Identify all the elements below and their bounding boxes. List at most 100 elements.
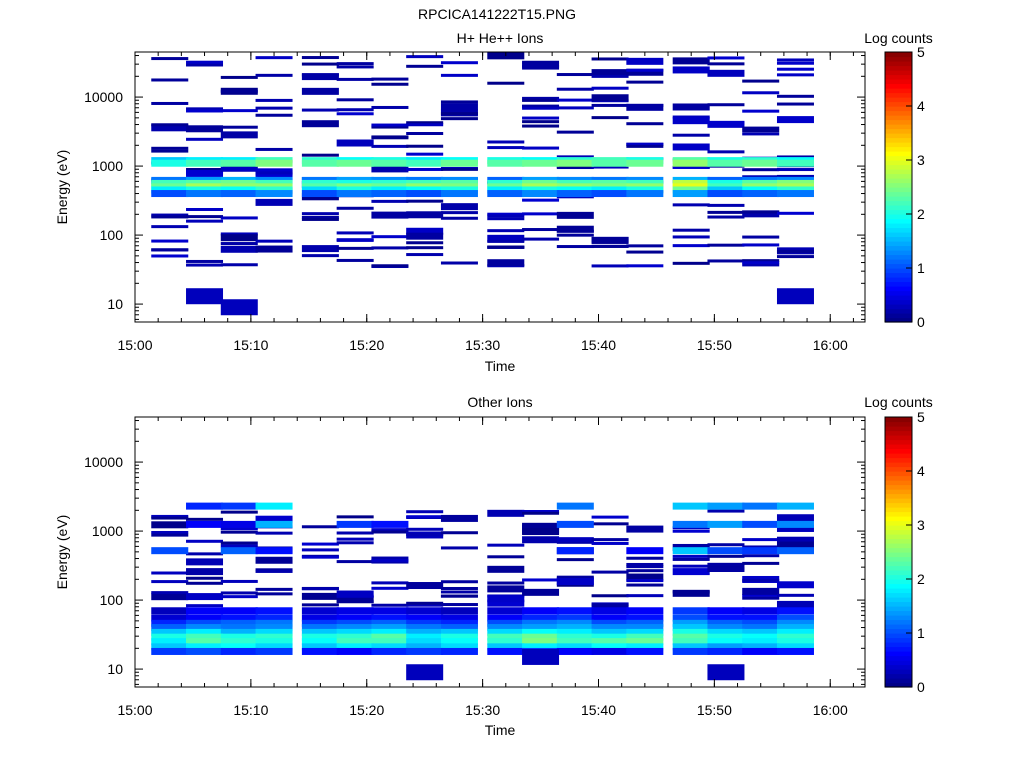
y-tick-label: 100 — [100, 227, 124, 243]
heatmap-cell — [522, 643, 560, 651]
heatmap-cell — [151, 149, 189, 153]
heatmap-cell — [776, 514, 814, 522]
heatmap-cell — [336, 600, 374, 604]
heatmap-cell — [301, 614, 339, 622]
colorbar-segment — [885, 254, 912, 260]
heatmap-cells — [151, 502, 814, 681]
heatmap-cell — [151, 124, 189, 132]
heatmap-cell — [406, 624, 444, 632]
heatmap-cell — [255, 159, 293, 167]
heatmap-cell — [776, 633, 814, 641]
colorbar-segment — [885, 426, 912, 432]
heatmap-cell — [406, 582, 444, 590]
heatmap-cell — [487, 643, 525, 651]
heatmap-cell — [406, 527, 444, 531]
heatmap-cell — [522, 186, 560, 194]
heatmap-cell — [301, 108, 339, 112]
heatmap-cell — [626, 573, 664, 581]
x-tick-label: 15:00 — [117, 337, 152, 353]
heatmap-cell — [776, 61, 814, 65]
heatmap-cell — [556, 537, 594, 541]
heatmap-cell — [151, 516, 189, 520]
heatmap-cell — [220, 109, 258, 113]
heatmap-cell — [672, 115, 710, 119]
heatmap-cell — [151, 239, 189, 243]
heatmap-cell — [742, 578, 780, 582]
heatmap-cell — [487, 234, 525, 242]
heatmap-cell — [742, 628, 780, 636]
heatmap-cell — [220, 547, 258, 555]
heatmap-cell — [591, 190, 629, 198]
heatmap-cell — [707, 150, 745, 154]
heatmap-cell — [255, 628, 293, 636]
heatmap-cell — [776, 250, 814, 254]
heatmap-cell — [255, 647, 293, 655]
heatmap-cell — [336, 246, 374, 250]
heatmap-cell — [742, 561, 780, 565]
heatmap-cell — [406, 64, 444, 68]
heatmap-cell — [672, 235, 710, 239]
colorbar-segment — [885, 570, 912, 576]
heatmap-cell — [522, 116, 560, 120]
heatmap-cell — [742, 263, 780, 267]
heatmap-cell — [707, 203, 745, 207]
heatmap-cell — [440, 100, 478, 104]
heatmap-cell — [371, 628, 409, 636]
heatmap-cell — [556, 233, 594, 237]
heatmap-cell — [707, 607, 745, 615]
heatmap-cell — [556, 558, 594, 562]
heatmap-cell — [220, 510, 258, 514]
heatmap-cell — [591, 541, 629, 545]
heatmap-cell — [371, 614, 409, 622]
heatmap-cell — [220, 232, 258, 236]
colorbar-segment — [885, 281, 912, 287]
colorbar-segment — [885, 529, 912, 535]
heatmap-cell — [776, 168, 814, 172]
heatmap-cell — [626, 643, 664, 651]
heatmap-cell — [707, 624, 745, 632]
colorbar-tick-label: 1 — [917, 625, 925, 641]
chart-panel-2: 15:00 15:10 15:20 15:30 15:40 15:50 16:0010100… — [54, 394, 933, 738]
heatmap-cell — [301, 548, 339, 552]
heatmap-cell — [707, 554, 745, 558]
heatmap-cell — [440, 633, 478, 641]
heatmap-cells — [151, 157, 814, 316]
colorbar-segment — [885, 160, 912, 166]
heatmap-cell — [487, 190, 525, 198]
heatmap-cell — [776, 647, 814, 655]
heatmap-cell — [336, 65, 374, 69]
heatmap-cell — [522, 60, 560, 64]
colorbar-segment — [885, 511, 912, 517]
heatmap-cell — [440, 614, 478, 622]
heatmap-cell — [406, 614, 444, 622]
y-tick-label: 10 — [107, 661, 123, 677]
heatmap-cell — [186, 593, 224, 601]
heatmap-cell — [440, 590, 478, 594]
heatmap-cell — [672, 643, 710, 651]
x-tick-label: 15:20 — [349, 337, 384, 353]
heatmap-cell — [406, 628, 444, 636]
colorbar-label: Log counts — [864, 394, 933, 410]
colorbar-segment — [885, 489, 912, 495]
colorbar-segment — [885, 97, 912, 103]
heatmap-cell — [220, 299, 258, 316]
heatmap-cell — [151, 607, 189, 615]
heatmap-cell — [151, 57, 189, 61]
colorbar-segment — [885, 191, 912, 197]
colorbar-segment — [885, 597, 912, 603]
heatmap-cell — [255, 168, 293, 172]
heatmap-cell — [487, 81, 525, 85]
heatmap-cell — [522, 106, 560, 110]
colorbar-segment — [885, 272, 912, 278]
colorbar-segment — [885, 61, 912, 67]
heatmap-cell — [707, 628, 745, 636]
heatmap-cell — [255, 190, 293, 198]
x-tick-label: 15:40 — [581, 337, 616, 353]
heatmap-cell — [672, 57, 710, 65]
heatmap-cell — [556, 130, 594, 134]
heatmap-cell — [626, 142, 664, 146]
heatmap-cell — [186, 614, 224, 622]
colorbar-segment — [885, 588, 912, 594]
heatmap-cell — [220, 527, 258, 531]
